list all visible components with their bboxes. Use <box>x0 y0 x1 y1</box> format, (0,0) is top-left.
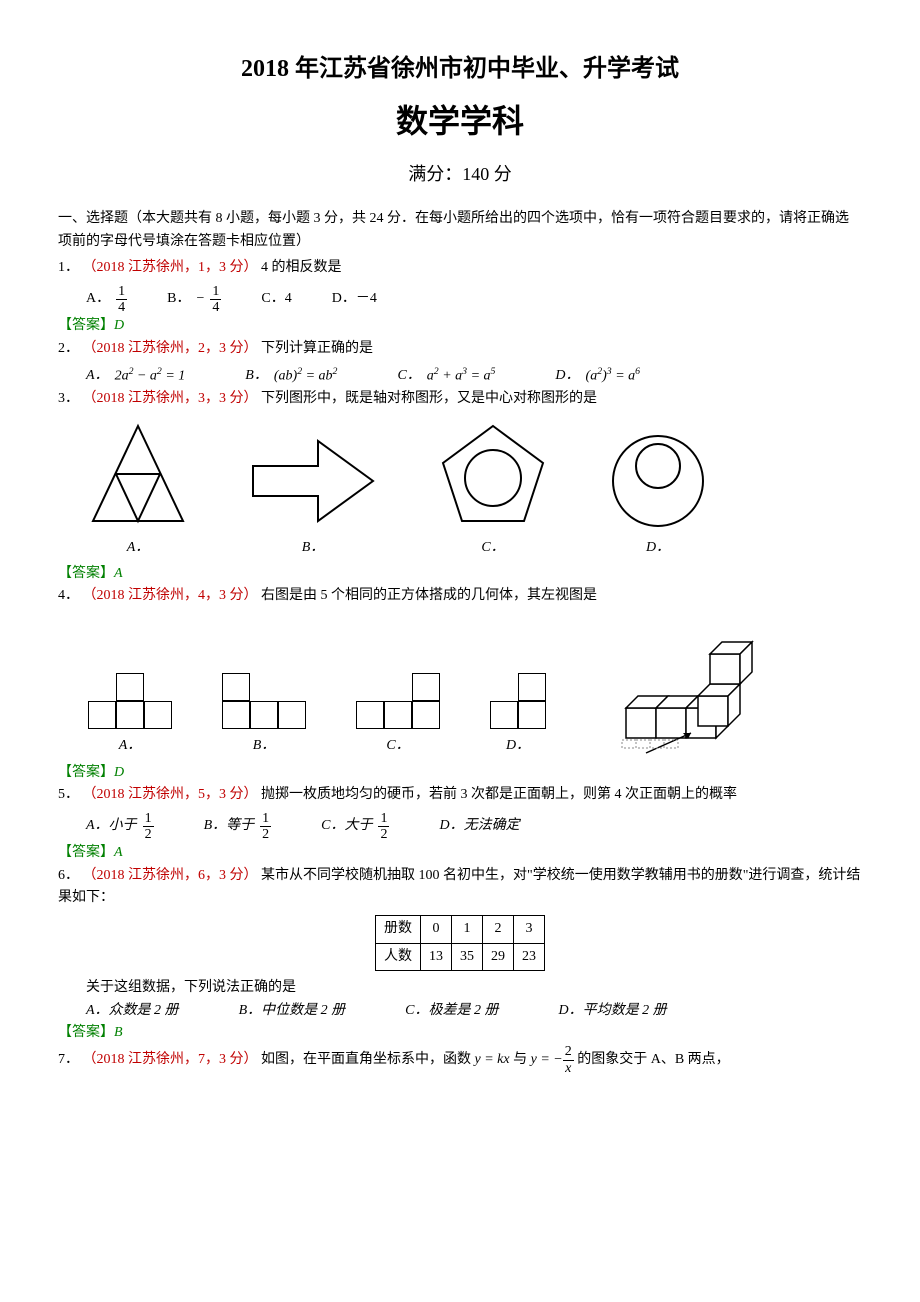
q3-shape-c: C． <box>438 421 548 559</box>
q4-answer: 【答案】D <box>58 762 862 784</box>
q3-stem: 下列图形中，既是轴对称图形，又是中心对称图形的是 <box>261 391 597 406</box>
q4-source: （2018 江苏徐州，4，3 分） <box>83 588 258 603</box>
fraction: 1 4 <box>116 284 127 316</box>
arrow-icon <box>248 431 378 531</box>
q4-view-b: B． <box>222 673 306 757</box>
q5-stem: 抛掷一枚质地均匀的硬币，若前 3 次都是正面朝上，则第 4 次正面朝上的概率 <box>261 787 737 802</box>
q2-opt-b: B． (ab)2 = ab2 <box>245 364 337 388</box>
q5-number: 5． <box>58 787 79 802</box>
q1-opt-a: A． 1 4 <box>86 284 127 316</box>
question-4: 4． （2018 江苏徐州，4，3 分） 右图是由 5 个相同的正方体搭成的几何… <box>58 585 862 607</box>
q3-number: 3． <box>58 391 79 406</box>
question-6: 6． （2018 江苏徐州，6，3 分） 某市从不同学校随机抽取 100 名初中… <box>58 865 862 910</box>
q1-options: A． 1 4 B． − 1 4 C．4 D．－4 <box>86 284 862 316</box>
q1-opt-c: C．4 <box>261 288 291 310</box>
q7-source: （2018 江苏徐州，7，3 分） <box>83 1053 258 1068</box>
q5-opt-b: B．等于 1 2 <box>204 811 272 843</box>
q2-options: A． 2a2 − a2 = 1 B． (ab)2 = ab2 C． a2 + a… <box>86 364 862 388</box>
q2-opt-a: A． 2a2 − a2 = 1 <box>86 364 185 388</box>
full-score: 满分：140 分 <box>58 160 862 189</box>
question-7: 7． （2018 江苏徐州，7，3 分） 如图，在平面直角坐标系中，函数 y =… <box>58 1044 862 1076</box>
q7-eq1: y = kx <box>475 1053 510 1068</box>
q2-opt-d: D． (a2)3 = a6 <box>555 364 640 388</box>
question-2: 2． （2018 江苏徐州，2，3 分） 下列计算正确的是 <box>58 338 862 360</box>
triangle-inner-icon <box>88 421 188 531</box>
fraction: 1 4 <box>210 284 221 316</box>
table-row: 册数 0 1 2 3 <box>376 916 545 943</box>
table-row: 人数 13 35 29 23 <box>376 943 545 970</box>
q3-answer: 【答案】A <box>58 563 862 585</box>
q1-source: （2018 江苏徐州，1，3 分） <box>83 260 258 275</box>
exam-title: 2018 年江苏省徐州市初中毕业、升学考试 <box>58 50 862 88</box>
q6-opt-d: D．平均数是 2 册 <box>558 1000 666 1022</box>
q6-stem2: 关于这组数据，下列说法正确的是 <box>86 977 862 999</box>
q6-number: 6． <box>58 868 79 883</box>
q4-view-c: C． <box>356 673 440 757</box>
q4-stem: 右图是由 5 个相同的正方体搭成的几何体，其左视图是 <box>261 588 597 603</box>
q2-opt-c: C． a2 + a3 = a5 <box>397 364 495 388</box>
q6-opt-c: C．极差是 2 册 <box>405 1000 498 1022</box>
q7-number: 7． <box>58 1053 79 1068</box>
q1-stem: 4 的相反数是 <box>261 260 342 275</box>
q5-opt-a: A．小于 1 2 <box>86 811 154 843</box>
q3-shape-d: D． <box>608 431 708 559</box>
q4-views: A． B． C． D． <box>88 618 862 758</box>
q6-opt-a: A．众数是 2 册 <box>86 1000 179 1022</box>
q1-opt-b: B． − 1 4 <box>167 284 221 316</box>
question-5: 5． （2018 江苏徐州，5，3 分） 抛掷一枚质地均匀的硬币，若前 3 次都… <box>58 784 862 806</box>
section-intro: 一、选择题（本大题共有 8 小题，每小题 3 分，共 24 分．在每小题所给出的… <box>58 208 862 253</box>
q5-source: （2018 江苏徐州，5，3 分） <box>83 787 258 802</box>
subject-title: 数学学科 <box>58 96 862 147</box>
question-3: 3． （2018 江苏徐州，3，3 分） 下列图形中，既是轴对称图形，又是中心对… <box>58 388 862 410</box>
q6-options: A．众数是 2 册 B．中位数是 2 册 C．极差是 2 册 D．平均数是 2 … <box>86 1000 862 1022</box>
q5-options: A．小于 1 2 B．等于 1 2 C．大于 1 2 D．无法确定 <box>86 811 862 843</box>
cube-solid-icon <box>616 618 766 758</box>
q4-view-d: D． <box>490 673 546 757</box>
q6-source: （2018 江苏徐州，6，3 分） <box>83 868 258 883</box>
q4-view-a: A． <box>88 673 172 757</box>
q3-shape-a: A． <box>88 421 188 559</box>
q1-opt-d: D．－4 <box>332 288 377 310</box>
q6-answer: 【答案】B <box>58 1022 862 1044</box>
circles-icon <box>608 431 708 531</box>
q7-stem-post: 的图象交于 A、B 两点， <box>577 1053 729 1068</box>
q4-isometric <box>616 618 766 758</box>
q5-opt-d: D．无法确定 <box>439 815 519 837</box>
q6-table: 册数 0 1 2 3 人数 13 35 29 23 <box>58 915 862 971</box>
q2-number: 2． <box>58 341 79 356</box>
q2-stem: 下列计算正确的是 <box>261 341 373 356</box>
q4-number: 4． <box>58 588 79 603</box>
q2-source: （2018 江苏徐州，2，3 分） <box>83 341 258 356</box>
q3-shapes: A． B． C． D． <box>88 421 862 559</box>
q5-opt-c: C．大于 1 2 <box>321 811 389 843</box>
q6-opt-b: B．中位数是 2 册 <box>239 1000 346 1022</box>
question-1: 1． （2018 江苏徐州，1，3 分） 4 的相反数是 <box>58 257 862 279</box>
pentagon-circle-icon <box>438 421 548 531</box>
q7-eq2: y = − <box>531 1053 563 1068</box>
q1-answer: 【答案】D <box>58 315 862 337</box>
q3-source: （2018 江苏徐州，3，3 分） <box>83 391 258 406</box>
q5-answer: 【答案】A <box>58 842 862 864</box>
q1-number: 1． <box>58 260 79 275</box>
q7-stem-pre: 如图，在平面直角坐标系中，函数 <box>261 1053 475 1068</box>
q3-shape-b: B． <box>248 431 378 559</box>
q7-stem-mid: 与 <box>513 1053 531 1068</box>
